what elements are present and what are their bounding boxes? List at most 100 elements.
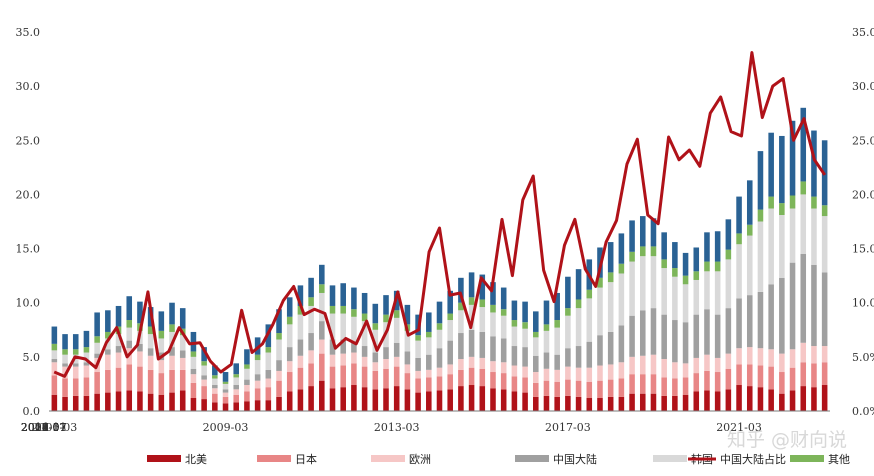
- bar-segment: [779, 135, 785, 204]
- bar-segment: [768, 389, 774, 411]
- bar-segment: [821, 362, 828, 386]
- bar-segment: [736, 348, 742, 365]
- bar-segment: [618, 362, 625, 379]
- bar-segment: [62, 349, 68, 355]
- bar-segment: [490, 388, 496, 411]
- bar-segment: [554, 327, 560, 355]
- bar-segment: [500, 287, 507, 310]
- bar-segment: [672, 268, 678, 277]
- bar-segment: [725, 259, 732, 309]
- bar-segment: [222, 372, 229, 382]
- bar-segment: [383, 368, 389, 389]
- bar-segment: [361, 321, 368, 347]
- bar-segment: [436, 367, 443, 377]
- y-right-tick-label: 25.0%: [852, 134, 874, 147]
- legend-label: 欧洲: [409, 453, 431, 466]
- bar-segment: [704, 261, 710, 272]
- bar-segment: [212, 365, 218, 376]
- bar-segment: [361, 313, 368, 322]
- bar-segment: [244, 379, 250, 386]
- bar-segment: [672, 276, 678, 321]
- bar-segment: [693, 247, 700, 272]
- bar-segment: [319, 284, 325, 293]
- x-tick-label: 2010-07: [21, 421, 67, 434]
- bar-segment: [800, 342, 807, 363]
- y-left-tick-label: 30.0: [16, 80, 41, 93]
- bar-segment: [286, 316, 293, 325]
- bar-segment: [522, 392, 528, 411]
- bar-segment: [736, 298, 742, 349]
- bar-segment: [458, 333, 464, 360]
- bar-segment: [115, 346, 122, 353]
- bar-segment: [126, 320, 133, 328]
- bar-segment: [543, 368, 550, 381]
- legend-label: 北美: [185, 453, 207, 466]
- bar-segment: [565, 308, 571, 316]
- bar-segment: [276, 370, 282, 381]
- bar-segment: [511, 300, 518, 321]
- bar-segment: [447, 389, 453, 411]
- bar-segment: [404, 351, 411, 365]
- bar-segment: [233, 374, 239, 378]
- bar-segment: [286, 361, 293, 373]
- bar-segment: [490, 372, 496, 389]
- bar-segment: [554, 369, 560, 382]
- bar-segment: [233, 394, 239, 403]
- bar-segment: [757, 365, 764, 388]
- bar-segment: [72, 366, 79, 379]
- bar-segment: [254, 374, 261, 381]
- bar-segment: [618, 263, 625, 274]
- bar-segment: [190, 351, 197, 357]
- bar-segment: [693, 271, 700, 280]
- bar-segment: [458, 386, 464, 411]
- bar-segment: [286, 391, 293, 411]
- bar-segment: [693, 314, 700, 358]
- bar-segment: [575, 269, 582, 300]
- legend-swatch: [257, 455, 291, 462]
- bar-segment: [789, 195, 796, 209]
- bar-segment: [682, 252, 689, 276]
- bar-segment: [682, 363, 689, 378]
- bar-segment: [190, 382, 197, 399]
- bar-segment: [436, 329, 443, 349]
- bar-segment: [137, 301, 143, 324]
- bar-segment: [736, 196, 742, 234]
- bar-segment: [72, 363, 79, 367]
- bar-segment: [319, 264, 325, 285]
- bar-segment: [329, 388, 336, 411]
- bar-segment: [714, 372, 721, 392]
- bar-segment: [372, 362, 379, 371]
- bar-segment: [768, 196, 774, 209]
- bar-segment: [714, 271, 721, 315]
- bar-segment: [212, 375, 218, 379]
- bar-segment: [190, 356, 197, 369]
- bar-segment: [811, 208, 817, 265]
- bar-segment: [115, 391, 122, 411]
- bar-segment: [522, 322, 528, 329]
- bar-segment: [297, 355, 304, 368]
- bar-segment: [169, 331, 175, 348]
- bar-segment: [126, 364, 133, 391]
- bar-segment: [190, 374, 197, 383]
- y-left-tick-label: 5.0: [23, 351, 41, 364]
- bar-segment: [714, 357, 721, 373]
- bar-segment: [575, 346, 582, 368]
- bar-segment: [340, 283, 346, 306]
- bar-segment: [201, 379, 207, 387]
- bar-segment: [500, 373, 507, 390]
- bar-segment: [158, 360, 165, 374]
- bar-segment: [51, 362, 58, 376]
- bar-segment: [565, 366, 571, 380]
- bar-segment: [351, 316, 357, 342]
- x-tick-label: 2019-11: [21, 421, 67, 434]
- bar-segment: [543, 352, 550, 369]
- bar-segment: [522, 347, 528, 367]
- bar-segment: [779, 372, 785, 394]
- bar-segment: [404, 330, 411, 352]
- bar-segment: [800, 107, 807, 182]
- y-right-tick-label: 20.0%: [852, 188, 874, 201]
- bar-segment: [704, 232, 710, 262]
- bar-segment: [361, 366, 368, 388]
- bar-segment: [351, 352, 357, 364]
- bar-segment: [779, 277, 785, 354]
